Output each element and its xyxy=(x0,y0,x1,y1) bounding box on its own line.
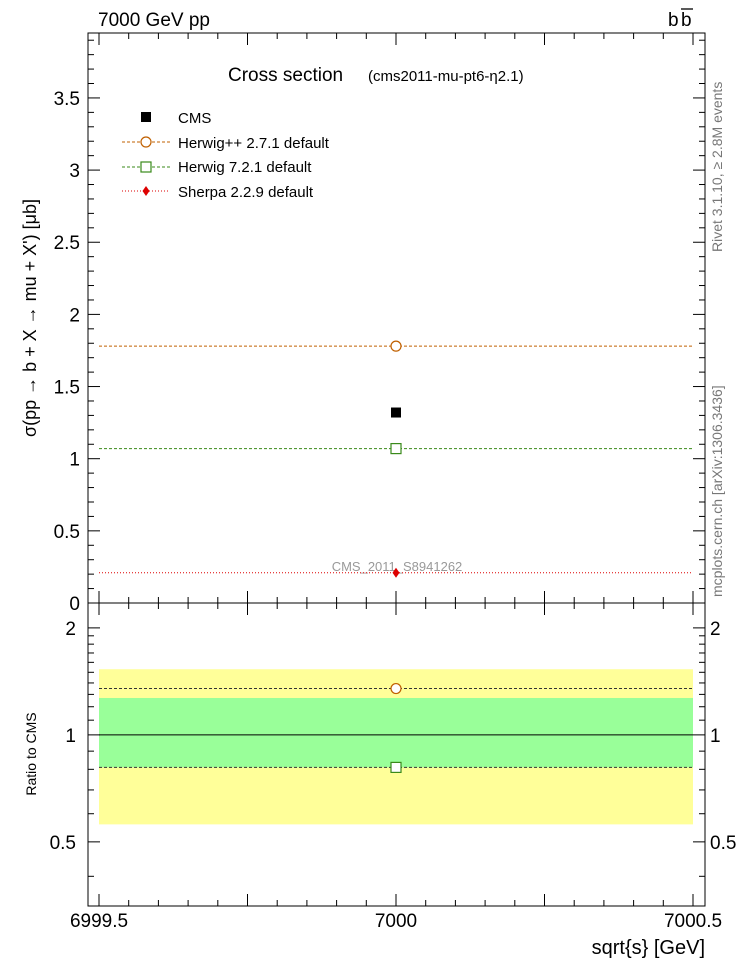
main-y-tick-label: 3 xyxy=(69,161,80,182)
legend-cms-marker xyxy=(141,112,151,122)
point-cms xyxy=(391,407,401,418)
main-series-markers xyxy=(390,340,402,578)
legend-cms-label: CMS xyxy=(178,110,211,127)
ratio-x-ticks xyxy=(98,603,694,906)
chart-title: Cross section xyxy=(228,65,343,86)
rivet-version-label: Rivet 3.1.10, ≥ 2.8M events xyxy=(709,82,725,252)
legend-herwig7-label: Herwig 7.2.1 default xyxy=(178,159,312,176)
main-y-tick-label: 0.5 xyxy=(54,522,80,543)
analysis-watermark: CMS_2011_S8941262 xyxy=(332,559,463,574)
chart-subtitle: (cms2011-mu-pt6-η2.1) xyxy=(368,68,524,85)
ratio-y-axis-label: Ratio to CMS xyxy=(23,712,39,795)
process-label-bbar: b xyxy=(681,10,692,31)
main-y-tick-label: 1 xyxy=(69,450,80,471)
main-y-tick-label: 1.5 xyxy=(54,378,80,399)
ratio-y-tick-label-right: 1 xyxy=(710,726,721,747)
main-panel: 0 0.5 1 1.5 2 2.5 3 3.5 CMS_2011_S8941262 Cross… xyxy=(20,32,706,615)
ratio-uncertainty-bands xyxy=(99,669,693,825)
ratio-y-tick-label: 1 xyxy=(65,726,76,747)
ratio-point-herwigpp xyxy=(390,682,402,695)
legend-herwig7-marker xyxy=(140,161,152,173)
mcplots-label: mcplots.cern.ch [arXiv:1306.3436] xyxy=(709,385,725,597)
legend-entry-herwigpp: Herwig++ 2.7.1 default xyxy=(122,135,330,152)
ratio-y-tick-label: 0.5 xyxy=(50,833,76,854)
point-herwigpp xyxy=(390,340,402,352)
main-x-ticks xyxy=(98,33,694,603)
legend-sherpa-label: Sherpa 2.2.9 default xyxy=(178,184,314,201)
x-tick-label: 7000 xyxy=(375,911,417,932)
ratio-y-tick-label-right: 0.5 xyxy=(710,833,736,854)
main-y-ticks: 0 0.5 1 1.5 2 2.5 3 3.5 xyxy=(54,39,705,615)
ratio-series-markers xyxy=(390,682,402,774)
main-y-tick-label: 2 xyxy=(69,305,80,326)
ratio-y-tick-label: 2 xyxy=(65,619,76,640)
x-axis-label: sqrt{s} [GeV] xyxy=(592,937,705,959)
legend: CMS Herwig++ 2.7.1 default Herwig 7.2.1 … xyxy=(122,110,330,201)
x-tick-label: 7000.5 xyxy=(664,911,722,932)
x-tick-label: 6999.5 xyxy=(70,911,128,932)
energy-label: 7000 GeV pp xyxy=(98,10,210,31)
legend-sherpa-marker xyxy=(142,186,150,196)
ratio-y-ticks: 0.5 0.5 1 1 2 2 xyxy=(50,619,736,877)
point-sherpa xyxy=(392,567,400,578)
main-y-tick-label: 0 xyxy=(69,594,80,615)
y-axis-label: σ(pp → b + X → mu + X') [μb] xyxy=(20,199,40,437)
legend-entry-herwig7: Herwig 7.2.1 default xyxy=(122,159,312,176)
main-y-tick-label: 2.5 xyxy=(54,233,80,254)
point-herwig7 xyxy=(390,442,402,455)
process-label-b: b xyxy=(668,10,679,31)
ratio-y-tick-label-right: 2 xyxy=(710,619,721,640)
main-y-tick-label: 3.5 xyxy=(54,89,80,110)
legend-herwigpp-label: Herwig++ 2.7.1 default xyxy=(178,135,330,152)
process-label: b b xyxy=(668,8,693,31)
ratio-panel: 0.5 0.5 1 1 2 2 Ratio to CMS xyxy=(23,602,736,907)
legend-herwigpp-marker xyxy=(140,136,152,148)
ratio-band-inner xyxy=(99,697,693,768)
x-tick-labels: 6999.5 7000 7000.5 xyxy=(70,911,722,932)
ratio-point-herwig7 xyxy=(390,761,402,774)
legend-entry-sherpa: Sherpa 2.2.9 default xyxy=(122,184,314,201)
legend-entry-cms: CMS xyxy=(141,110,211,127)
